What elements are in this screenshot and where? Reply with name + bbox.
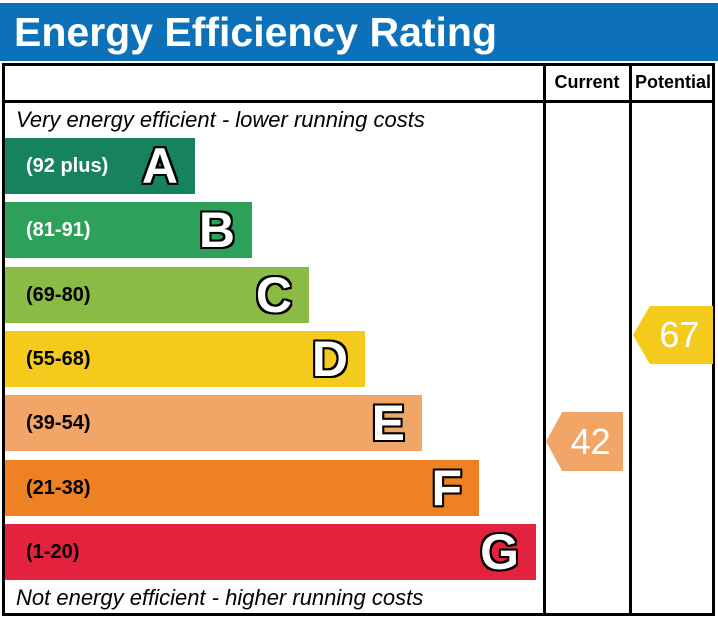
band-range-label: (92 plus): [26, 154, 109, 177]
page-title: Energy Efficiency Rating: [14, 8, 498, 55]
potential-rating-arrow: 67: [633, 306, 713, 364]
top-note: Very energy efficient - lower running co…: [16, 107, 425, 132]
potential-rating-value: 67: [659, 314, 700, 355]
band-row-A: (92 plus) A: [5, 138, 195, 194]
band-row-F: (21-38) F: [5, 460, 479, 516]
band-row-C: (69-80) C: [5, 267, 309, 323]
band-range-label: (55-68): [26, 347, 91, 370]
current-rating-value: 42: [570, 420, 611, 462]
band-row-B: (81-91) B: [5, 202, 252, 258]
current-column-header: Current: [554, 72, 620, 92]
band-row-G: (1-20) G: [5, 524, 536, 580]
band-letter: C: [255, 267, 292, 323]
band-letter: D: [311, 331, 348, 387]
current-rating-arrow: 42: [546, 412, 623, 471]
band-letter: A: [141, 138, 178, 194]
bottom-note: Not energy efficient - higher running co…: [16, 585, 424, 610]
current-column-divider: [543, 63, 546, 616]
band-range-label: (1-20): [26, 540, 80, 563]
chart-frame: [2, 63, 715, 616]
band-range-label: (21-38): [26, 476, 91, 499]
band-letter: E: [371, 395, 405, 451]
title-bar: Energy Efficiency Rating: [0, 3, 718, 61]
band-letter: B: [198, 202, 235, 258]
band-range-label: (39-54): [26, 411, 91, 434]
band-range-label: (69-80): [26, 283, 91, 306]
header-row-divider: [2, 100, 715, 103]
band-row-D: (55-68) D: [5, 331, 365, 387]
band-letter: G: [480, 524, 519, 580]
band-letter: F: [431, 460, 462, 516]
band-range-label: (81-91): [26, 218, 91, 241]
band-row-E: (39-54) E: [5, 395, 422, 451]
potential-column-divider: [629, 63, 632, 616]
potential-column-header: Potential: [634, 72, 711, 92]
